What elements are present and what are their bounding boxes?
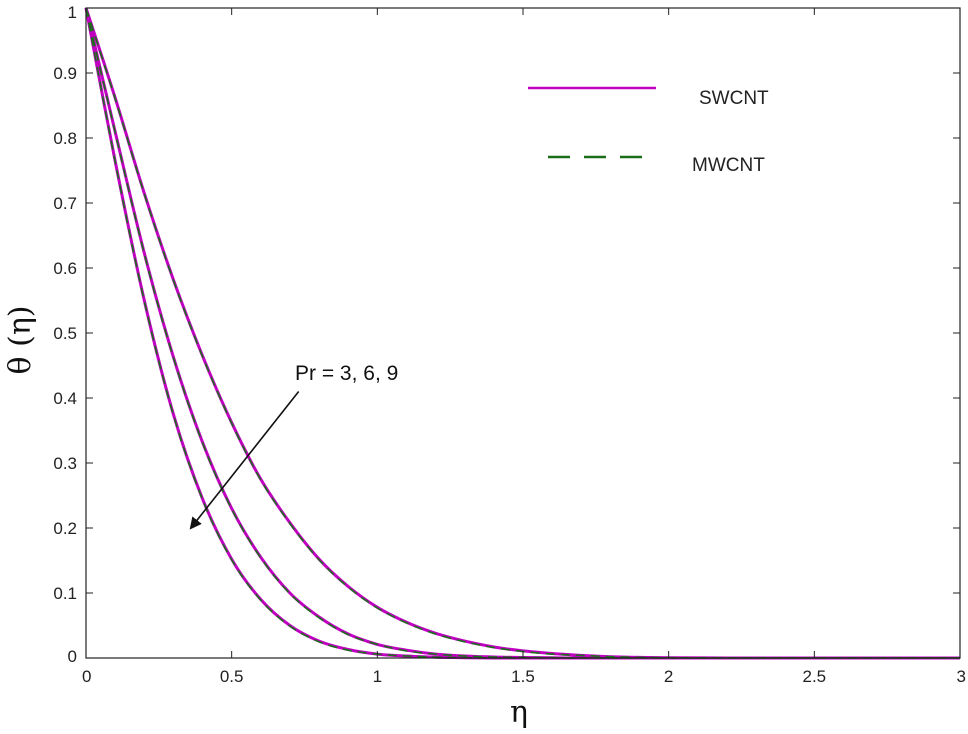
- x-tick-label: 3: [957, 667, 966, 686]
- x-tick-label: 2: [664, 667, 673, 686]
- y-tick-label: 0: [68, 647, 77, 666]
- y-axis-label: θ (η): [3, 306, 38, 375]
- x-tick-label: 0.5: [220, 667, 244, 686]
- y-tick-label: 0.5: [53, 324, 77, 343]
- y-tick-label: 0.4: [53, 389, 77, 408]
- x-tick-label: 0: [82, 667, 91, 686]
- series-line-mwcnt-3: [85, 7, 960, 659]
- plot-background: [86, 8, 960, 658]
- x-tick-label: 1: [373, 667, 382, 686]
- y-tick-label: 0.6: [53, 259, 77, 278]
- y-tick-label: 0.2: [53, 519, 77, 538]
- legend-label-swcnt: SWCNT: [699, 88, 769, 109]
- annotation: Pr = 3, 6, 9: [189, 362, 398, 530]
- x-tick-label: 2.5: [803, 667, 827, 686]
- y-tick-label: 0.9: [53, 64, 77, 83]
- annotation-text: Pr = 3, 6, 9: [295, 362, 398, 385]
- y-tick-label: 0.1: [53, 584, 77, 603]
- annotation-arrow: [189, 391, 300, 530]
- tick-layer: 0 0.5 1 1.5 2 2.5 3 0 0.1 0.2 0.3 0.4 0.5 0.6 0.7 0.8 0.…: [53, 3, 966, 686]
- x-axis-label: η: [510, 695, 528, 730]
- y-tick-label: 1: [68, 3, 77, 22]
- x-tick-label: 1.5: [511, 667, 535, 686]
- y-tick-label: 0.7: [53, 194, 77, 213]
- legend-label-mwcnt: MWCNT: [692, 155, 765, 176]
- legend: SWCNT MWCNT: [528, 86, 769, 176]
- y-tick-label: 0.3: [53, 454, 77, 473]
- y-tick-label: 0.8: [53, 129, 77, 148]
